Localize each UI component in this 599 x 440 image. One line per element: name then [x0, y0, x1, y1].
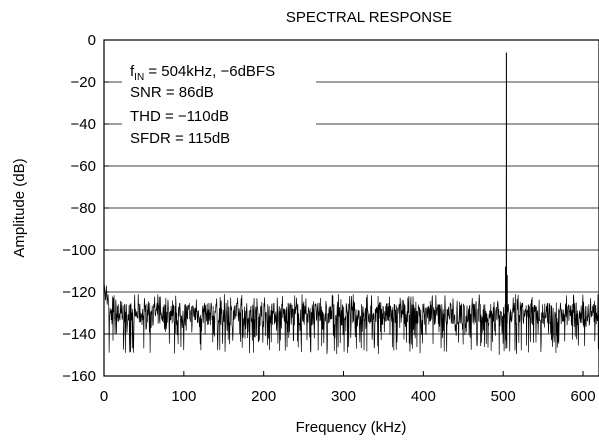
y-tick-label: −40: [71, 116, 96, 133]
annotation-box: fIN = 504kHz, −6dBFS SNR = 86dB THD = −1…: [122, 55, 316, 153]
x-tick-label: 500: [491, 388, 516, 405]
annotation-f-subscript: IN: [134, 72, 144, 83]
x-tick-label: 300: [331, 388, 356, 405]
annotation-fin-value: = 504kHz, −6dBFS: [144, 63, 275, 80]
x-tick-label: 200: [251, 388, 276, 405]
x-tick-label: 600: [571, 388, 596, 405]
spectrum-trace: [103, 52, 599, 355]
annotation-fin-line: fIN = 504kHz, −6dBFS: [130, 63, 275, 83]
annotation-background: [122, 55, 316, 153]
x-axis-ticks: 0 100 200 300 400 500 600: [100, 371, 596, 405]
y-axis-label: Amplitude (dB): [11, 158, 28, 257]
annotation-thd: THD = −110dB: [130, 108, 229, 125]
y-tick-label: −120: [62, 284, 96, 301]
y-tick-label: −140: [62, 326, 96, 343]
y-tick-label: −20: [71, 74, 96, 91]
y-tick-label: −80: [71, 200, 96, 217]
x-axis-label: Frequency (kHz): [296, 419, 407, 436]
spectrum-series-line: [103, 52, 599, 355]
y-tick-label: 0: [88, 32, 96, 49]
x-tick-label: 100: [171, 388, 196, 405]
y-tick-label: −100: [62, 242, 96, 259]
x-tick-label: 400: [411, 388, 436, 405]
chart-title: SPECTRAL RESPONSE: [286, 9, 452, 26]
x-tick-label: 0: [100, 388, 108, 405]
annotation-sfdr: SFDR = 115dB: [130, 130, 230, 147]
y-tick-label: −60: [71, 158, 96, 175]
annotation-snr: SNR = 86dB: [130, 84, 214, 101]
y-tick-label: −160: [62, 368, 96, 385]
y-axis-ticks: 0 −20 −40 −60 −80 −100 −120 −140 −160: [62, 32, 109, 385]
annotation-f: f: [130, 63, 135, 80]
